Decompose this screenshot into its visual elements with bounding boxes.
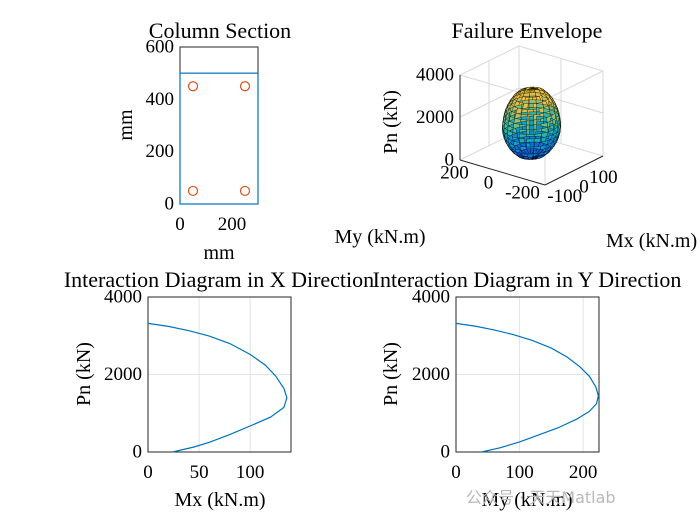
rebar-point-3 bbox=[239, 185, 251, 197]
column-section-title: Column Section bbox=[149, 18, 291, 43]
failure-envelope-ylabel: My (kN.m) bbox=[334, 226, 425, 248]
column-section-ytick-2: 400 bbox=[146, 89, 175, 110]
iy-ytick-0: 0 bbox=[441, 442, 451, 463]
surface-patch-383 bbox=[542, 152, 550, 158]
column-section-xtick-1: 200 bbox=[218, 214, 247, 235]
ix-ytick-2: 4000 bbox=[104, 287, 142, 308]
failure-envelope-xtick-0: -100 bbox=[547, 186, 582, 207]
interaction-y-series-line bbox=[455, 322, 600, 453]
column-section-ylabel: mm bbox=[115, 109, 137, 141]
failure-envelope-ytick-2: 200 bbox=[440, 163, 469, 184]
column-section-outline bbox=[179, 72, 259, 205]
rebar-point-0 bbox=[187, 81, 199, 92]
watermark: 公众号 · 天天Matlab bbox=[466, 488, 616, 507]
surface-patch-90 bbox=[528, 99, 537, 104]
surface-patch-56 bbox=[529, 92, 536, 97]
interaction-x-axes-box bbox=[147, 296, 292, 453]
interaction-x-ylabel: Pn (kN) bbox=[73, 342, 95, 406]
interaction-x-title: Interaction Diagram in X Direction bbox=[64, 267, 374, 292]
failure-envelope-xtick-1: 0 bbox=[579, 177, 589, 198]
failure-envelope-xtick-2: 100 bbox=[589, 167, 618, 188]
column-section-chart: Column Section 0 200 0 200 400 600 mm mm bbox=[115, 18, 291, 264]
interaction-x-chart: Interaction Diagram in X Direction 0 50 10… bbox=[64, 267, 374, 511]
column-section-ytick-1: 200 bbox=[146, 141, 175, 162]
failure-envelope-ztick-2: 4000 bbox=[416, 65, 454, 86]
ix-ytick-0: 0 bbox=[133, 442, 143, 463]
interaction-y-xlabel: My (kN.m) bbox=[481, 489, 572, 511]
interaction-y-ylabel: Pn (kN) bbox=[380, 342, 402, 406]
failure-envelope-ztick-0: 0 bbox=[445, 150, 455, 171]
ix-ytick-1: 2000 bbox=[104, 364, 142, 385]
interaction-x-series-line bbox=[147, 322, 288, 453]
interaction-y-chart: Interaction Diagram in Y Direction 0 100 2… bbox=[373, 267, 682, 511]
failure-envelope-axes bbox=[459, 75, 604, 186]
failure-envelope-title: Failure Envelope bbox=[452, 18, 603, 43]
iy-ytick-2: 4000 bbox=[412, 287, 450, 308]
interaction-x-xlabel: Mx (kN.m) bbox=[174, 489, 265, 511]
failure-envelope-surface bbox=[502, 86, 561, 160]
iy-ytick-1: 2000 bbox=[412, 364, 450, 385]
column-section-axes-box bbox=[179, 46, 259, 205]
interaction-y-title: Interaction Diagram in Y Direction bbox=[373, 267, 682, 292]
column-section-ytick-3: 600 bbox=[146, 37, 175, 58]
iy-xtick-0: 0 bbox=[451, 462, 461, 483]
iy-xtick-2: 200 bbox=[569, 462, 598, 483]
failure-envelope-ytick-1: 0 bbox=[484, 173, 494, 194]
ix-xtick-0: 0 bbox=[143, 462, 153, 483]
failure-envelope-ztick-1: 2000 bbox=[416, 107, 454, 128]
ix-xtick-1: 50 bbox=[190, 462, 209, 483]
failure-envelope-zlabel: Pn (kN) bbox=[380, 90, 402, 154]
ix-xtick-2: 100 bbox=[236, 462, 265, 483]
failure-envelope-xlabel: Mx (kN.m) bbox=[606, 230, 697, 252]
iy-xtick-1: 100 bbox=[505, 462, 534, 483]
failure-envelope-ytick-0: -200 bbox=[505, 183, 540, 204]
interaction-y-axes-box bbox=[455, 296, 600, 453]
column-section-ytick-0: 0 bbox=[165, 194, 175, 215]
rebar-point-1 bbox=[239, 81, 251, 92]
rebar-point-2 bbox=[187, 185, 199, 197]
column-section-xlabel: mm bbox=[203, 242, 235, 264]
column-section-xtick-0: 0 bbox=[175, 214, 185, 235]
